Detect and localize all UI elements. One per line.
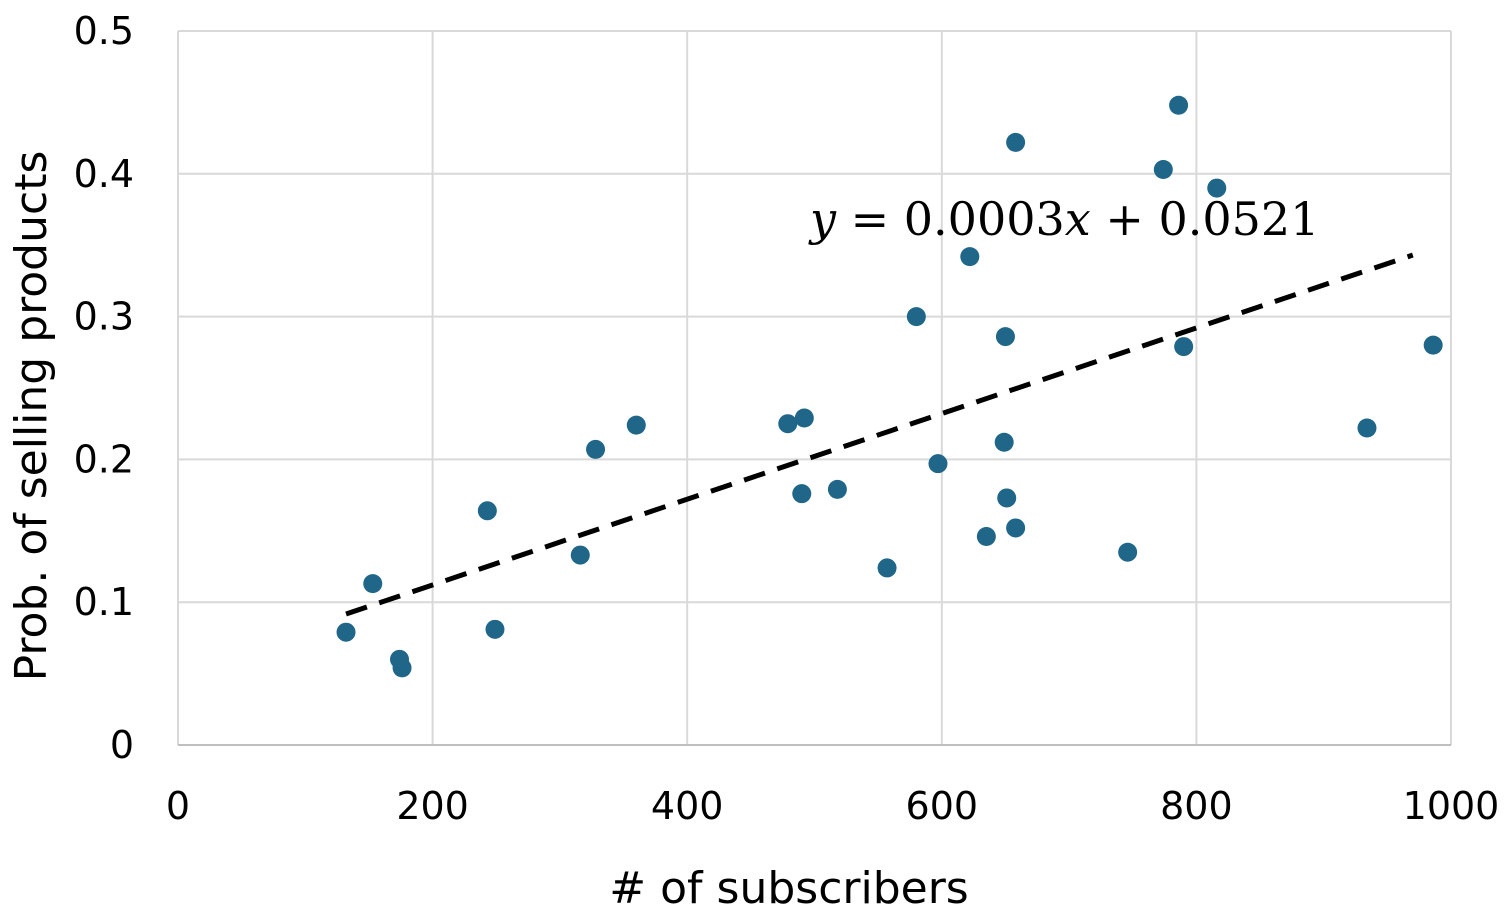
data-point [976,527,996,547]
x-axis-title: # of subscribers [609,863,968,914]
y-tick-labels: 0 0.1 0.2 0.3 0.4 0.5 [74,9,134,767]
data-point [995,327,1015,347]
data-point [570,545,590,565]
y-tick-label: 0 [110,723,134,767]
data-point [778,414,798,434]
data-point [1169,95,1189,115]
data-point [997,488,1017,508]
data-point [1006,518,1026,538]
x-tick-label: 400 [651,784,724,828]
equation-intercept: + 0.0521 [1091,192,1320,246]
x-tick-labels: 0 200 400 600 800 1000 [166,784,1499,828]
data-point [1357,418,1377,438]
data-point [586,439,606,459]
x-tick-label: 200 [396,784,469,828]
x-tick-label: 0 [166,784,190,828]
trendline [345,252,1414,617]
data-point [336,622,356,642]
y-tick-label: 0.3 [74,295,134,339]
data-point [392,658,412,678]
equation-label: y = 0.0003x + 0.0521 [808,192,1319,246]
data-point [1118,542,1138,562]
grid-lines [178,30,1452,745]
data-point [477,501,497,521]
equation-x: x [1065,192,1091,246]
data-point [827,479,847,499]
data-point [363,574,383,594]
equation-slope: = 0.0003 [836,192,1065,246]
data-point [994,432,1014,452]
data-point [794,408,814,428]
data-point [1153,160,1173,180]
y-tick-label: 0.2 [74,437,134,481]
x-tick-label: 800 [1160,784,1233,828]
data-point [626,415,646,435]
trendline-group [345,252,1414,617]
y-tick-label: 0.4 [74,152,134,196]
data-points [336,95,1443,678]
data-point [928,454,948,474]
y-tick-label: 0.5 [74,9,134,53]
data-point [792,484,812,504]
data-point [877,558,897,578]
axes [177,31,1451,746]
data-point [1006,132,1026,152]
y-tick-label: 0.1 [74,580,134,624]
data-point [906,307,926,327]
y-axis-title: Prob. of selling products [6,151,57,682]
equation-y: y [808,192,837,246]
x-tick-label: 1000 [1403,784,1500,828]
data-point [960,247,980,267]
data-point [1207,178,1227,198]
data-point [1423,335,1443,355]
data-point [1174,337,1194,357]
x-tick-label: 600 [906,784,979,828]
data-point [485,619,505,639]
